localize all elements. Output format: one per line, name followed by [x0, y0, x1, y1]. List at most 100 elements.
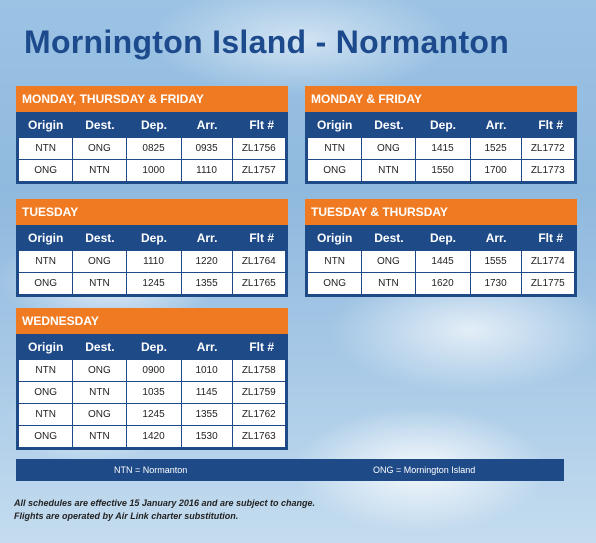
table-cell: 1355	[181, 404, 233, 426]
table-cell: 1530	[181, 426, 233, 448]
table-row: ONG NTN 1620 1730 ZL1775	[307, 273, 575, 295]
table-cell: 1355	[181, 273, 233, 295]
column-header: Dep.	[126, 334, 182, 360]
page-title: Mornington Island - Normanton	[24, 24, 510, 60]
table-cell: 1245	[126, 404, 182, 426]
schedule-day-header: MONDAY, THURSDAY & FRIDAY	[16, 86, 288, 112]
table-row: ONG NTN 1000 1110 ZL1757	[18, 160, 286, 182]
table-header-row: Origin Dest. Dep. Arr. Flt #	[18, 112, 286, 138]
table-cell: 1420	[126, 426, 182, 448]
table-row: NTN ONG 0900 1010 ZL1758	[18, 360, 286, 382]
column-header: Flt #	[521, 112, 575, 138]
column-header: Dep.	[415, 112, 471, 138]
table-cell: 1525	[470, 138, 522, 160]
table-cell: NTN	[73, 426, 127, 448]
schedule-day-header: WEDNESDAY	[16, 308, 288, 334]
table-cell: NTN	[18, 138, 74, 160]
table-cell: ONG	[18, 382, 74, 404]
column-header: Arr.	[181, 334, 233, 360]
column-header: Dest.	[73, 225, 127, 251]
table-cell: ZL1757	[232, 160, 286, 182]
schedule-block-tue: TUESDAY Origin Dest. Dep. Arr. Flt # NTN ONG 111…	[16, 199, 288, 297]
footnote: All schedules are effective 15 January 2…	[14, 497, 315, 523]
table-cell: 1550	[415, 160, 471, 182]
table-row: NTN ONG 1110 1220 ZL1764	[18, 251, 286, 273]
table-row: ONG NTN 1245 1355 ZL1765	[18, 273, 286, 295]
table-cell: 0935	[181, 138, 233, 160]
table-cell: ZL1763	[232, 426, 286, 448]
table-cell: ZL1756	[232, 138, 286, 160]
schedule-block-tue-thu: TUESDAY & THURSDAY Origin Dest. Dep. Arr. Flt…	[305, 199, 577, 297]
table-cell: 1010	[181, 360, 233, 382]
table-row: NTN ONG 0825 0935 ZL1756	[18, 138, 286, 160]
table-cell: NTN	[73, 273, 127, 295]
column-header: Dep.	[415, 225, 471, 251]
table-header-row: Origin Dest. Dep. Arr. Flt #	[18, 334, 286, 360]
column-header: Origin	[18, 334, 74, 360]
column-header: Arr.	[470, 112, 522, 138]
table-cell: 1700	[470, 160, 522, 182]
table-cell: NTN	[73, 160, 127, 182]
table-cell: ONG	[73, 251, 127, 273]
column-header: Flt #	[232, 112, 286, 138]
schedule-table-frame: Origin Dest. Dep. Arr. Flt # NTN ONG 1415 1525 ZL…	[305, 112, 577, 184]
table-header-row: Origin Dest. Dep. Arr. Flt #	[307, 225, 575, 251]
footnote-operator: Flights are operated by Air Link charter…	[14, 511, 239, 521]
table-cell: 1035	[126, 382, 182, 404]
table-cell: ONG	[362, 138, 416, 160]
table-cell: ONG	[73, 138, 127, 160]
table-cell: ONG	[73, 404, 127, 426]
table-cell: 1245	[126, 273, 182, 295]
table-cell: NTN	[73, 382, 127, 404]
table-row: NTN ONG 1445 1555 ZL1774	[307, 251, 575, 273]
table-row: NTN ONG 1415 1525 ZL1772	[307, 138, 575, 160]
table-cell: ONG	[18, 160, 74, 182]
table-row: ONG NTN 1420 1530 ZL1763	[18, 426, 286, 448]
column-header: Flt #	[521, 225, 575, 251]
table-cell: ZL1773	[521, 160, 575, 182]
column-header: Dest.	[362, 225, 416, 251]
table-cell: NTN	[307, 251, 363, 273]
schedule-day-header: TUESDAY & THURSDAY	[305, 199, 577, 225]
table-cell: 1555	[470, 251, 522, 273]
schedule-table: Origin Dest. Dep. Arr. Flt # NTN ONG 1110 1220 ZL…	[18, 225, 286, 295]
table-cell: ONG	[362, 251, 416, 273]
column-header: Dest.	[73, 112, 127, 138]
table-cell: 1415	[415, 138, 471, 160]
column-header: Dest.	[73, 334, 127, 360]
schedule-day-header: TUESDAY	[16, 199, 288, 225]
legend-ong: ONG = Mornington Island	[373, 465, 476, 475]
table-cell: ONG	[73, 360, 127, 382]
schedule-table-frame: Origin Dest. Dep. Arr. Flt # NTN ONG 0825 0935 ZL…	[16, 112, 288, 184]
table-cell: ONG	[307, 160, 363, 182]
schedule-table: Origin Dest. Dep. Arr. Flt # NTN ONG 1415 1525 ZL…	[307, 112, 575, 182]
column-header: Origin	[18, 112, 74, 138]
schedule-block-mon-fri: MONDAY & FRIDAY Origin Dest. Dep. Arr. Flt # N…	[305, 86, 577, 184]
table-cell: 1145	[181, 382, 233, 404]
column-header: Flt #	[232, 334, 286, 360]
column-header: Origin	[18, 225, 74, 251]
table-cell: NTN	[18, 360, 74, 382]
column-header: Arr.	[181, 225, 233, 251]
table-cell: 1000	[126, 160, 182, 182]
table-cell: NTN	[307, 138, 363, 160]
table-row: ONG NTN 1550 1700 ZL1773	[307, 160, 575, 182]
airport-code-legend: NTN = Normanton ONG = Mornington Island	[16, 459, 564, 481]
column-header: Dep.	[126, 112, 182, 138]
table-cell: ZL1775	[521, 273, 575, 295]
schedule-table: Origin Dest. Dep. Arr. Flt # NTN ONG 0900 1010 ZL…	[18, 334, 286, 448]
table-cell: 0900	[126, 360, 182, 382]
schedule-block-wed: WEDNESDAY Origin Dest. Dep. Arr. Flt # NTN ONG 0…	[16, 308, 288, 450]
table-cell: NTN	[18, 404, 74, 426]
table-cell: ZL1758	[232, 360, 286, 382]
table-cell: NTN	[362, 273, 416, 295]
schedule-table: Origin Dest. Dep. Arr. Flt # NTN ONG 1445 1555 ZL…	[307, 225, 575, 295]
table-cell: ONG	[18, 426, 74, 448]
column-header: Origin	[307, 112, 363, 138]
footnote-effective: All schedules are effective 15 January 2…	[14, 498, 315, 508]
table-row: NTN ONG 1245 1355 ZL1762	[18, 404, 286, 426]
table-cell: 1110	[181, 160, 233, 182]
table-cell: NTN	[362, 160, 416, 182]
column-header: Arr.	[181, 112, 233, 138]
table-cell: 1445	[415, 251, 471, 273]
